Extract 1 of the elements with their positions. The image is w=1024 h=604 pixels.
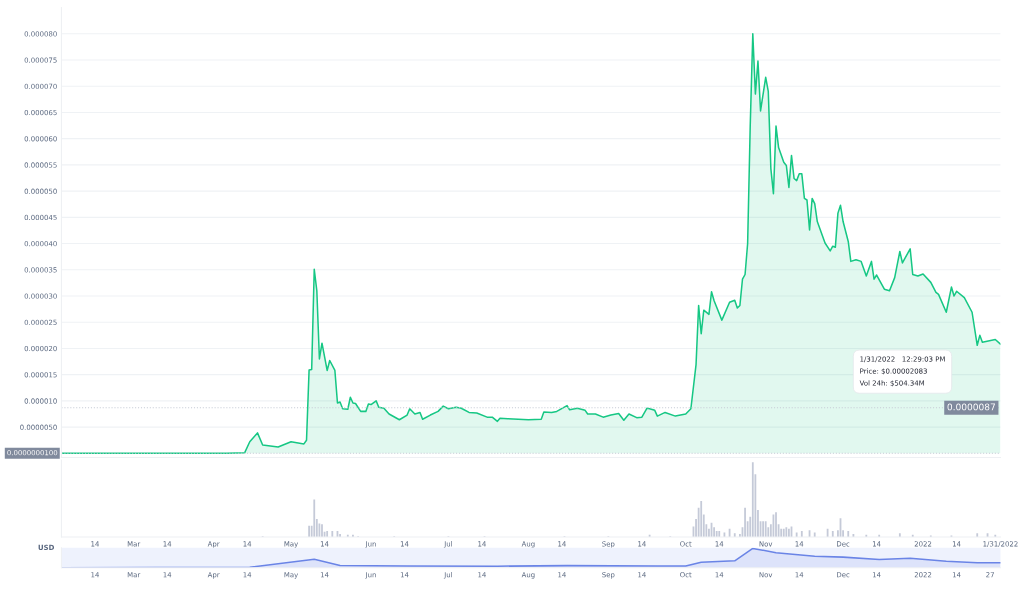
ref-line-label: 0.0000087	[947, 403, 995, 411]
